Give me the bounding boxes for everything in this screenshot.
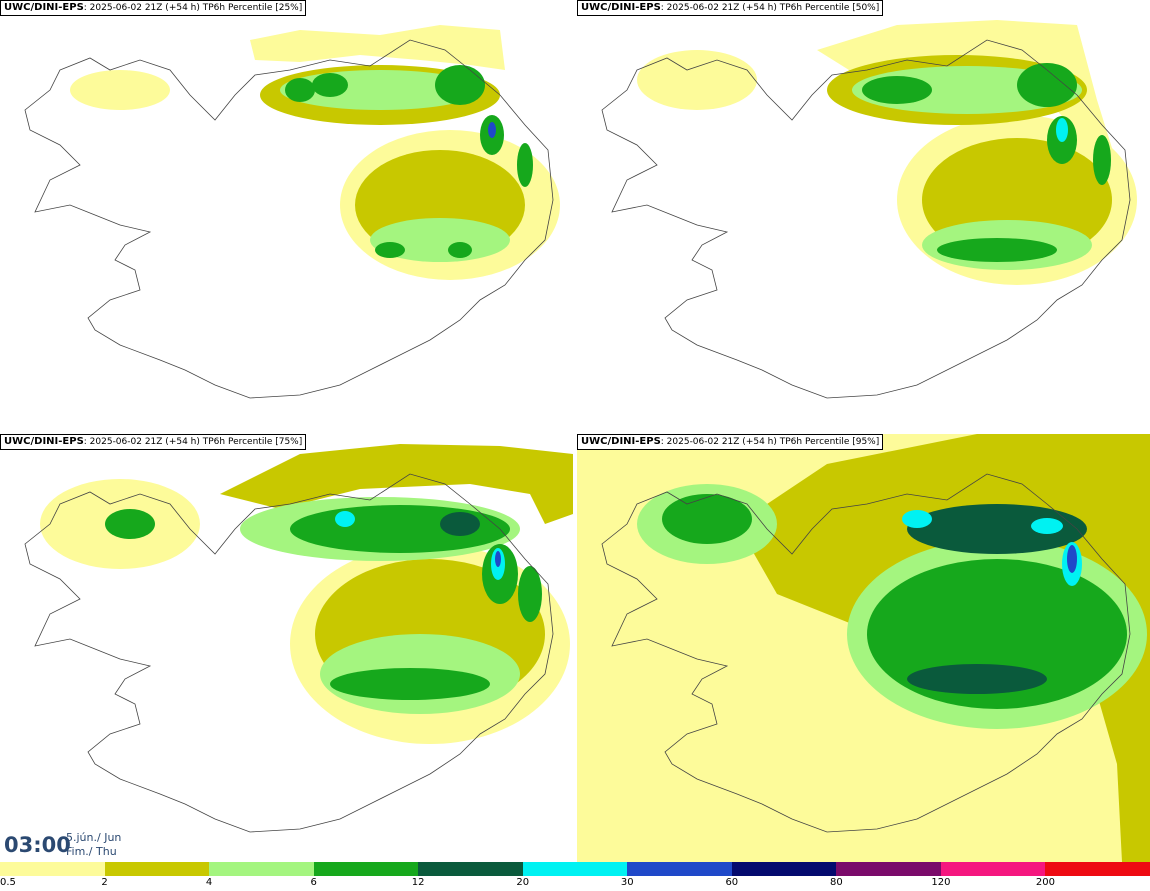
map-panel-p50: UWC/DINI-EPS: 2025-06-02 21Z (+54 h) TP6… (577, 0, 1150, 430)
valid-date-line2: Fim./ Thu (66, 845, 117, 858)
light-precip-area (70, 70, 170, 110)
green-precip-area (662, 494, 752, 544)
valid-date: 5.jún./ Jun Fim./ Thu (66, 831, 121, 859)
precip-map-p50 (601, 20, 1137, 399)
green-precip-area (862, 76, 932, 104)
valid-time-clock: 03:00 (4, 833, 71, 857)
legend-swatch (836, 862, 941, 876)
green-precip-area (448, 242, 472, 258)
precip-map-p25 (24, 25, 560, 399)
map-panel-p95: UWC/DINI-EPS: 2025-06-02 21Z (+54 h) TP6… (577, 434, 1150, 864)
map-panel-p25: UWC/DINI-EPS: 2025-06-02 21Z (+54 h) TP6… (0, 0, 573, 430)
legend-tick-label: 120 (931, 877, 951, 888)
valid-time-box: 03:00 5.jún./ Jun Fim./ Thu (0, 828, 132, 862)
legend-tick-label: 20 (516, 877, 530, 888)
panel-title: UWC/DINI-EPS: 2025-06-02 21Z (+54 h) TP6… (577, 434, 884, 450)
legend-tick-label: 2 (101, 877, 108, 888)
green-precip-area (1017, 63, 1077, 107)
legend-tick-label: 0.5 (0, 877, 16, 888)
legend-swatch (522, 862, 628, 876)
precip-map-p95 (577, 434, 1150, 862)
dark-green-area (440, 512, 480, 536)
legend-tick-label: 60 (725, 877, 739, 888)
cyan-precip-area (335, 511, 355, 527)
light-precip-area (637, 50, 757, 110)
valid-date-line1: 5.jún./ Jun (66, 831, 122, 844)
olive-precip-area (220, 444, 573, 524)
legend-tick-label: 12 (411, 877, 425, 888)
panel-title: UWC/DINI-EPS: 2025-06-02 21Z (+54 h) TP6… (0, 434, 307, 450)
legend-swatch (209, 862, 314, 876)
green-precip-area (312, 73, 348, 97)
legend-swatch (731, 862, 837, 876)
legend-swatch (313, 862, 419, 876)
legend-swatch (627, 862, 732, 876)
light-precip-area (250, 25, 505, 70)
legend-color-bar (0, 862, 1150, 876)
legend-swatch (940, 862, 1046, 876)
cyan-precip-area (902, 510, 932, 528)
legend-tick-label: 30 (620, 877, 634, 888)
panel-title: UWC/DINI-EPS: 2025-06-02 21Z (+54 h) TP6… (0, 0, 307, 16)
blue-precip-area (488, 122, 496, 138)
green-precip-area (1093, 135, 1111, 185)
legend-swatch (0, 862, 105, 876)
legend-tick-label: 80 (829, 877, 843, 888)
legend-tick-label: 6 (310, 877, 317, 888)
blue-precip-area (495, 551, 501, 567)
legend-tick-label: 200 (1035, 877, 1055, 888)
cyan-precip-area (1056, 118, 1068, 142)
green-precip-area (518, 566, 542, 622)
dark-green-area (907, 664, 1047, 694)
green-precip-area (285, 78, 315, 102)
legend-swatch (1045, 862, 1150, 876)
legend-swatch (418, 862, 523, 876)
dark-green-area (907, 504, 1087, 554)
precip-map-p75 (24, 444, 573, 833)
green-precip-area (375, 242, 405, 258)
green-precip-area (105, 509, 155, 539)
light-green-area (370, 218, 510, 262)
panel-title: UWC/DINI-EPS: 2025-06-02 21Z (+54 h) TP6… (577, 0, 884, 16)
green-precip-area (330, 668, 490, 700)
legend-swatch (104, 862, 210, 876)
cyan-precip-area (1031, 518, 1063, 534)
green-precip-area (517, 143, 533, 187)
blue-precip-area (1067, 545, 1077, 573)
legend-tick-label: 4 (205, 877, 213, 888)
map-panel-p75: UWC/DINI-EPS: 2025-06-02 21Z (+54 h) TP6… (0, 434, 573, 864)
green-precip-area (435, 65, 485, 105)
color-legend: 0.5 2 4 6 12 20 30 60 80 120 200 (0, 862, 1150, 891)
green-precip-area (937, 238, 1057, 262)
